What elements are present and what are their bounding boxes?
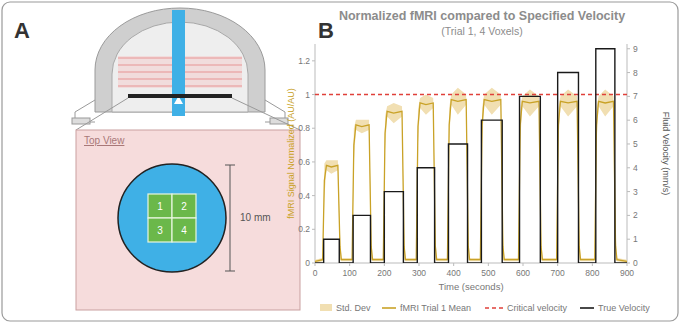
- x-tick: [419, 263, 420, 266]
- panel-b: B Normalized fMRI compared to Specified V…: [286, 9, 671, 313]
- y2-axis-title: Fluid Velocity (mm/s): [661, 112, 671, 196]
- y2-tick-label: 1: [633, 234, 638, 244]
- y2-tick: [627, 263, 630, 264]
- y2-tick-label: 8: [633, 68, 638, 78]
- y-tick: [312, 128, 315, 129]
- chart-title: Normalized fMRI compared to Specified Ve…: [339, 9, 625, 23]
- y2-tick: [627, 143, 630, 144]
- x-tick-label: 200: [377, 268, 391, 278]
- y-tick-label: 0.2: [298, 224, 310, 234]
- x-tick-label: 100: [343, 268, 357, 278]
- voxel: [172, 218, 196, 242]
- legend-swatch: [485, 307, 503, 309]
- y2-tick-label: 0: [633, 258, 638, 268]
- y2-tick-label: 5: [633, 139, 638, 149]
- dimension-line: [230, 165, 231, 271]
- x-tick: [453, 263, 454, 266]
- y-tick-label: 0.8: [298, 123, 310, 133]
- legend-swatch: [320, 304, 332, 311]
- y2-tick-label: 7: [633, 91, 638, 101]
- x-tick-label: 0: [313, 268, 318, 278]
- series-line: [315, 49, 627, 263]
- figure: A Top View 1 2 3 4 10 mm B Normalized fMRI compa…: [0, 0, 680, 323]
- y-tick: [312, 263, 315, 264]
- y2-axis-line: [627, 44, 628, 263]
- y2-tick-label: 4: [633, 163, 638, 173]
- x-tick: [384, 263, 385, 266]
- legend-swatch: [580, 307, 594, 309]
- panel-label: A: [14, 18, 30, 43]
- x-tick-label: 600: [516, 268, 530, 278]
- voxel-label: 3: [157, 225, 163, 236]
- x-tick-label: 400: [447, 268, 461, 278]
- zoom-line: [76, 98, 128, 130]
- y-tick-label: 1: [305, 90, 310, 100]
- y-axis-line: [315, 44, 316, 263]
- y-axis-title: fMRI Signal Normalized (AU/AU): [286, 88, 296, 219]
- chart-subtitle: (Trial 1, 4 Voxels): [441, 25, 522, 37]
- y2-tick: [627, 96, 630, 97]
- x-tick: [349, 263, 350, 266]
- voxel: [148, 218, 172, 242]
- x-tick: [523, 263, 524, 266]
- voxel: [148, 194, 172, 218]
- y-tick-label: 1.2: [298, 56, 310, 66]
- y2-tick: [627, 167, 630, 168]
- y2-tick-label: 9: [633, 44, 638, 54]
- voxel-label: 4: [181, 225, 187, 236]
- y2-tick: [627, 48, 630, 49]
- voxel-label: 1: [157, 201, 163, 212]
- figure-frame: [2, 2, 678, 321]
- tube-cross-section: [118, 164, 226, 272]
- y-tick: [312, 229, 315, 230]
- x-tick-label: 300: [412, 268, 426, 278]
- legend-label: Std. Dev: [336, 303, 371, 313]
- panel-label: B: [318, 18, 334, 43]
- dimension-cap: [225, 165, 235, 166]
- y2-tick: [627, 191, 630, 192]
- y-tick-label: 0.6: [298, 157, 310, 167]
- y2-tick: [627, 120, 630, 121]
- y-tick-label: 0: [305, 258, 310, 268]
- flow-tube: [172, 10, 185, 116]
- y-tick-label: 0.4: [298, 191, 310, 201]
- x-axis-title: Time (seconds): [438, 281, 503, 292]
- scanner-table: [128, 94, 232, 98]
- y-tick: [312, 195, 315, 196]
- legend-swatch: [382, 307, 396, 309]
- x-tick-label: 800: [585, 268, 599, 278]
- legend-label: True Velocity: [598, 303, 650, 313]
- voxel: [172, 194, 196, 218]
- x-tick-label: 700: [551, 268, 565, 278]
- y2-tick: [627, 215, 630, 216]
- series-line: [315, 94, 627, 95]
- y-tick: [312, 161, 315, 162]
- x-tick-label: 900: [620, 268, 634, 278]
- y2-tick: [627, 72, 630, 73]
- top-view-box: [76, 130, 300, 310]
- y2-tick-label: 2: [633, 210, 638, 220]
- y2-tick-label: 3: [633, 187, 638, 197]
- x-tick: [488, 263, 489, 266]
- plot-area: [315, 49, 627, 263]
- view-label: Top View: [84, 135, 125, 146]
- y-tick: [312, 94, 315, 95]
- legend-label: fMRI Trial 1 Mean: [400, 303, 471, 313]
- dimension-cap: [225, 271, 235, 272]
- y2-tick: [627, 239, 630, 240]
- panel-a: A Top View 1 2 3 4 10 mm: [14, 8, 300, 310]
- std-dev-band: [315, 88, 627, 263]
- x-tick: [557, 263, 558, 266]
- legend-label: Critical velocity: [507, 303, 568, 313]
- x-tick-label: 500: [481, 268, 495, 278]
- dimension-label: 10 mm: [240, 212, 271, 223]
- dimension-bg: [234, 210, 278, 224]
- series-line: [315, 100, 627, 262]
- x-tick: [592, 263, 593, 266]
- y2-tick-label: 6: [633, 115, 638, 125]
- voxel-label: 2: [181, 201, 187, 212]
- y-tick: [312, 60, 315, 61]
